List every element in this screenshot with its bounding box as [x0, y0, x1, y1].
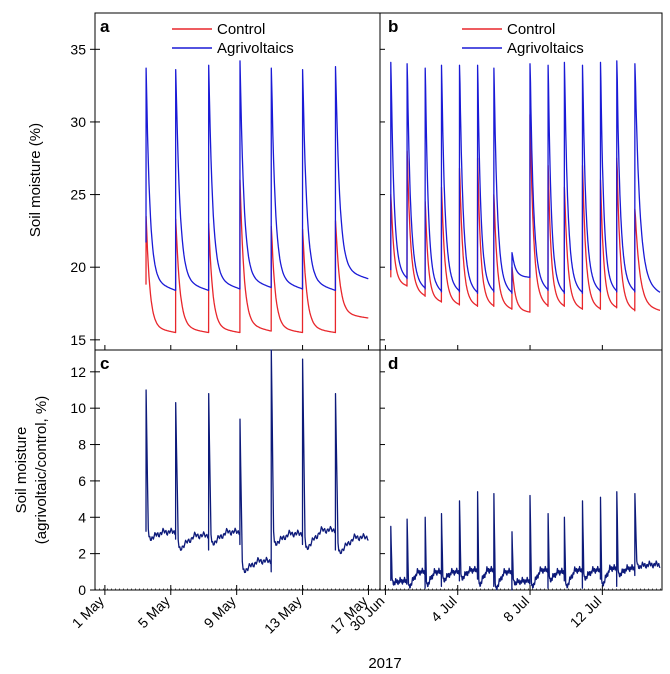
y-tick-label: 35 [70, 41, 86, 57]
x-tick-label: 9 May [201, 593, 239, 631]
x-axis-label: 2017 [368, 655, 401, 672]
x-tick-label: 8 Jul [500, 593, 532, 625]
panel-frame-a [94, 12, 381, 351]
y-tick-label: 20 [70, 259, 86, 275]
x-tick-label: 13 May [261, 593, 305, 637]
series-line-control [390, 114, 661, 313]
series-line-control [145, 179, 369, 334]
panel-letter-b: b [388, 17, 398, 36]
y-axis-label-bottom-line2: (agrivoltaic/control, %) [33, 396, 50, 544]
y-axis-label-top: Soil moisture (%) [27, 123, 44, 237]
y-tick-label: 10 [70, 400, 86, 416]
y-tick-label: 2 [78, 546, 86, 562]
legend-label: Agrivoltaics [507, 40, 584, 57]
y-tick-label: 12 [70, 364, 86, 380]
legend-label: Agrivoltaics [217, 40, 294, 57]
y-tick-label: 6 [78, 473, 86, 489]
y-tick-label: 4 [78, 509, 86, 525]
x-tick-label: 5 May [135, 593, 173, 631]
y-tick-label: 15 [70, 332, 86, 348]
legend-label: Control [217, 21, 265, 38]
panel-frame-d [379, 349, 663, 591]
x-tick-label: 12 Jul [567, 593, 605, 631]
y-tick-label: 30 [70, 114, 86, 130]
series-line-ratio [145, 349, 369, 574]
series-line-agrivoltaics [145, 60, 369, 292]
y-tick-label: 8 [78, 437, 86, 453]
y-tick-label: 25 [70, 187, 86, 203]
x-tick-label: 4 Jul [428, 593, 460, 625]
y-tick-label: 0 [78, 582, 86, 598]
panel-letter-a: a [100, 17, 110, 36]
x-tick-label: 1 May [69, 593, 107, 631]
panel-a: 15 20 25 30 35 a Control Agrivoltaics [70, 12, 381, 351]
series-line-ratio [390, 491, 661, 591]
legend-label: Control [507, 21, 555, 38]
series-line-agrivoltaics [390, 60, 661, 294]
panel-b: b Control Agrivoltaics [379, 12, 663, 351]
y-axis-label-bottom-line1: Soil moisture [13, 427, 30, 514]
panel-letter-d: d [388, 354, 398, 373]
panel-letter-c: c [100, 354, 109, 373]
